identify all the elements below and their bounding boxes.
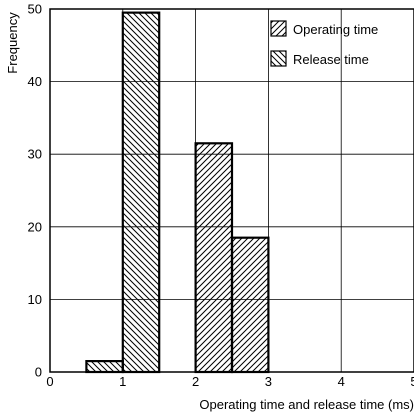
plot-frame (49, 8, 414, 373)
x-tick-label: 3 (265, 374, 272, 389)
legend-label-operating-time: Operating time (293, 22, 378, 37)
histogram-bar (85, 360, 124, 374)
legend-swatch-operating-time (270, 20, 287, 37)
y-tick-label: 20 (28, 219, 42, 234)
x-tick-label: 2 (192, 374, 199, 389)
x-tick-label: 5 (410, 374, 414, 389)
histogram-bar (194, 142, 234, 374)
y-tick-label: 50 (28, 2, 42, 17)
y-tick-label: 40 (28, 74, 42, 89)
legend-swatch-release-time (270, 50, 287, 67)
y-axis-label: Frequency (5, 12, 20, 74)
x-tick-label: 0 (46, 374, 53, 389)
histogram-bar (230, 236, 270, 374)
y-tick-label: 30 (28, 147, 42, 162)
x-tick-label: 4 (338, 374, 345, 389)
histogram-bar (121, 11, 161, 374)
y-tick-label: 0 (35, 365, 42, 380)
x-tick-label: 1 (119, 374, 126, 389)
x-axis-label: Operating time and release time (ms) (199, 397, 414, 412)
tick-labels: 01234501020304050 (28, 2, 414, 390)
bars (85, 11, 270, 374)
legend: Operating time Release time (270, 20, 378, 67)
y-tick-label: 10 (28, 292, 42, 307)
legend-label-release-time: Release time (293, 52, 369, 67)
